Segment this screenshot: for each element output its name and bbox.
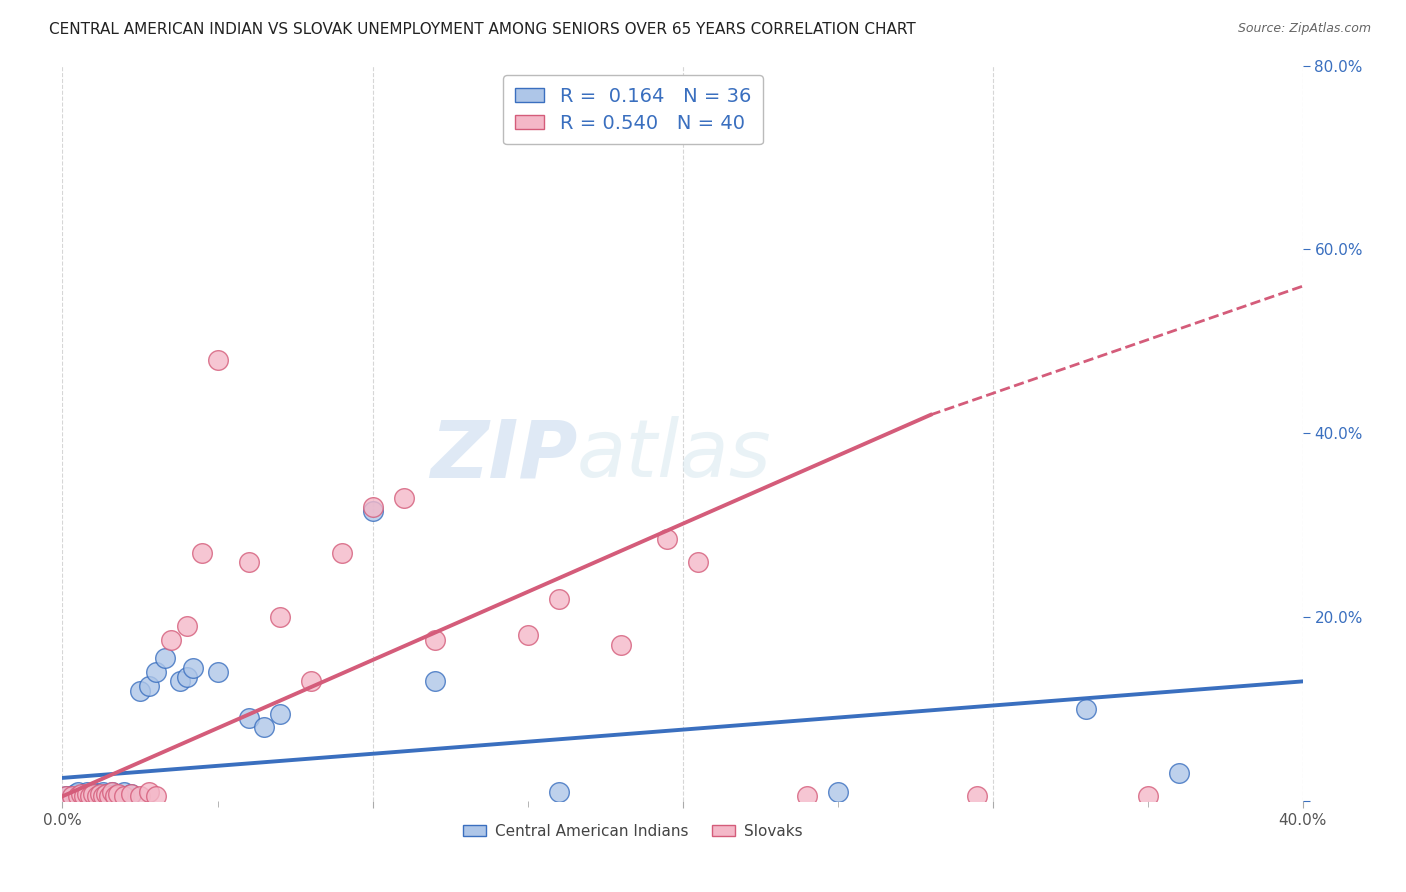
Point <box>1136 789 1159 804</box>
Point <box>114 785 136 799</box>
Point <box>191 546 214 560</box>
Point <box>609 638 631 652</box>
Point <box>129 683 152 698</box>
Point <box>107 789 129 804</box>
Point <box>120 787 142 801</box>
Point <box>207 352 229 367</box>
Point <box>361 504 384 518</box>
Point <box>238 711 260 725</box>
Point <box>114 789 136 804</box>
Point <box>269 706 291 721</box>
Point <box>94 787 117 801</box>
Point <box>73 789 96 804</box>
Point <box>181 660 204 674</box>
Point <box>129 789 152 804</box>
Point <box>70 787 93 801</box>
Point <box>153 651 176 665</box>
Point <box>91 785 114 799</box>
Text: ZIP: ZIP <box>430 417 576 494</box>
Point <box>98 789 121 804</box>
Point <box>94 787 117 801</box>
Point <box>63 787 86 801</box>
Point <box>827 785 849 799</box>
Point <box>66 789 89 804</box>
Point <box>253 720 276 734</box>
Point <box>169 674 191 689</box>
Point <box>91 789 114 804</box>
Point <box>107 787 129 801</box>
Point <box>73 787 96 801</box>
Point <box>101 785 124 799</box>
Point <box>60 789 83 804</box>
Point <box>76 785 98 799</box>
Point <box>89 789 111 804</box>
Point <box>79 789 101 804</box>
Point <box>89 787 111 801</box>
Text: CENTRAL AMERICAN INDIAN VS SLOVAK UNEMPLOYMENT AMONG SENIORS OVER 65 YEARS CORRE: CENTRAL AMERICAN INDIAN VS SLOVAK UNEMPL… <box>49 22 915 37</box>
Legend: Central American Indians, Slovaks: Central American Indians, Slovaks <box>457 817 808 845</box>
Point <box>138 785 160 799</box>
Point <box>98 789 121 804</box>
Point <box>76 787 98 801</box>
Point <box>655 532 678 546</box>
Point <box>60 789 83 804</box>
Text: Source: ZipAtlas.com: Source: ZipAtlas.com <box>1237 22 1371 36</box>
Point <box>176 619 198 633</box>
Point <box>299 674 322 689</box>
Point <box>547 591 569 606</box>
Point <box>82 787 104 801</box>
Point <box>138 679 160 693</box>
Point <box>86 789 108 804</box>
Point <box>104 789 127 804</box>
Point <box>423 674 446 689</box>
Point <box>392 491 415 505</box>
Point <box>796 789 818 804</box>
Point <box>160 633 183 648</box>
Point <box>101 785 124 799</box>
Point <box>66 785 89 799</box>
Point <box>82 785 104 799</box>
Point <box>516 628 538 642</box>
Point <box>269 610 291 624</box>
Point <box>686 555 709 569</box>
Point <box>238 555 260 569</box>
Point <box>120 787 142 801</box>
Point <box>145 789 167 804</box>
Point <box>361 500 384 514</box>
Point <box>966 789 988 804</box>
Point <box>86 787 108 801</box>
Point <box>176 670 198 684</box>
Point <box>547 785 569 799</box>
Point <box>79 789 101 804</box>
Point <box>104 787 127 801</box>
Point <box>55 789 77 804</box>
Point <box>1167 766 1189 780</box>
Text: atlas: atlas <box>576 417 772 494</box>
Point <box>1074 702 1097 716</box>
Point <box>207 665 229 680</box>
Point <box>145 665 167 680</box>
Point <box>330 546 353 560</box>
Point <box>70 789 93 804</box>
Point <box>55 789 77 804</box>
Point <box>423 633 446 648</box>
